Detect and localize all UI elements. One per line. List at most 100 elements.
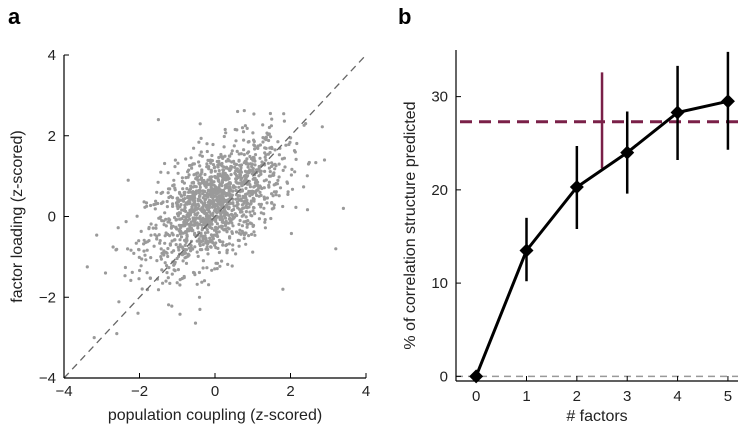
scatter-point xyxy=(240,199,244,203)
scatter-point xyxy=(211,202,215,206)
scatter-point xyxy=(221,243,225,247)
scatter-point xyxy=(206,158,210,162)
scatter-point xyxy=(162,253,166,257)
scatter-point xyxy=(214,187,218,191)
scatter-point xyxy=(244,215,248,219)
scatter-point xyxy=(156,288,161,292)
scatter-point xyxy=(208,222,213,226)
scatter-point xyxy=(211,142,215,147)
scatter-point xyxy=(259,169,263,173)
scatter-point xyxy=(225,243,229,247)
scatter-point xyxy=(243,195,247,199)
scatter-point xyxy=(183,206,187,211)
scatter-point xyxy=(137,239,141,243)
scatter-point xyxy=(223,127,227,132)
identity-line xyxy=(63,54,367,379)
error-bars xyxy=(525,51,730,282)
scatter-point xyxy=(247,234,251,238)
y-ticks: 0 10 20 30 xyxy=(431,89,461,385)
scatter-point xyxy=(223,227,228,231)
scatter-point xyxy=(179,223,183,228)
scatter-point xyxy=(139,229,143,233)
scatter-point xyxy=(145,204,149,208)
x-tick-label: 4 xyxy=(673,388,681,405)
scatter-point xyxy=(254,189,258,193)
scatter-point xyxy=(222,214,226,218)
scatter-point xyxy=(182,193,186,197)
scatter-point xyxy=(245,126,249,130)
scatter-point xyxy=(176,203,180,207)
scatter-point xyxy=(225,229,229,233)
scatter-point xyxy=(320,125,324,129)
scatter-point xyxy=(196,254,200,258)
scatter-point xyxy=(217,155,221,160)
scatter-point xyxy=(180,217,184,221)
scatter-point xyxy=(203,203,207,207)
scatter-point xyxy=(175,281,179,285)
scatter-point xyxy=(167,266,171,270)
scatter-point xyxy=(244,186,248,190)
scatter-point xyxy=(178,238,182,242)
scatter-point xyxy=(191,270,196,275)
scatter-point xyxy=(159,191,163,195)
scatter-point xyxy=(215,222,219,226)
scatter-point xyxy=(155,237,159,241)
scatter-point xyxy=(237,152,241,156)
scatter-point xyxy=(195,282,199,286)
scatter-point xyxy=(224,131,228,135)
y-ticks: −4 −2 0 2 4 xyxy=(39,47,69,387)
scatter-point xyxy=(210,268,214,272)
scatter-point xyxy=(130,270,134,274)
scatter-point xyxy=(154,223,158,227)
scatter-point xyxy=(211,163,216,167)
scatter-point xyxy=(200,168,204,172)
scatter-point xyxy=(272,171,276,175)
scatter-point xyxy=(138,268,142,273)
scatter-point xyxy=(123,265,127,270)
scatter-point xyxy=(274,190,278,194)
scatter-point xyxy=(173,165,177,169)
scatter-point xyxy=(220,259,224,263)
scatter-point xyxy=(240,188,244,192)
scatter-point xyxy=(243,124,247,128)
scatter-point xyxy=(276,178,280,182)
scatter-point xyxy=(195,239,199,243)
scatter-point xyxy=(199,240,203,244)
scatter-point xyxy=(224,165,229,169)
scatter-point xyxy=(178,211,182,215)
scatter-point xyxy=(184,248,188,252)
scatter-point xyxy=(176,196,180,200)
scatter-point xyxy=(238,173,243,177)
scatter-point xyxy=(198,164,202,168)
scatter-point xyxy=(244,210,248,214)
scatter-point xyxy=(217,230,221,234)
scatter-point xyxy=(163,211,167,215)
scatter-point xyxy=(282,112,286,116)
scatter-point xyxy=(270,146,274,151)
scatter-point xyxy=(290,187,295,191)
scatter-point xyxy=(175,234,180,238)
scatter-point xyxy=(206,252,210,256)
scatter-point xyxy=(229,173,233,177)
scatter-point xyxy=(117,300,121,304)
scatter-point xyxy=(277,153,281,157)
scatter-point xyxy=(234,252,238,256)
scatter-point xyxy=(180,253,184,257)
scatter-point xyxy=(238,218,242,223)
scatter-point xyxy=(227,177,231,181)
scatter-point xyxy=(266,133,270,137)
scatter-point xyxy=(145,248,149,252)
scatter-point xyxy=(240,176,244,180)
scatter-point xyxy=(189,187,193,191)
scatter-point xyxy=(229,212,234,216)
scatter-point xyxy=(199,136,203,140)
scatter-point xyxy=(219,174,224,178)
scatter-point xyxy=(234,162,238,166)
scatter-point xyxy=(251,167,255,171)
panel-b-line-chart: b 0 1 2 3 4 5 0 10 20 30 # factors % of correlat… xyxy=(398,4,738,425)
scatter-point xyxy=(159,255,163,259)
scatter-point xyxy=(201,237,205,241)
y-tick-label: −4 xyxy=(39,370,56,387)
scatter-point xyxy=(263,220,267,224)
scatter-point xyxy=(178,227,182,231)
